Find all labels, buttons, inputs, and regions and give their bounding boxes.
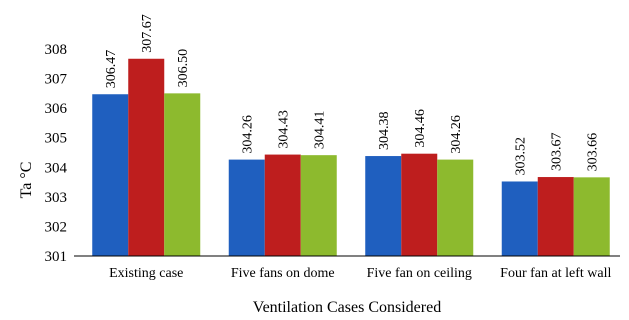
- bar: [365, 156, 402, 256]
- data-label: 307.67: [140, 14, 155, 53]
- bar: [501, 181, 538, 256]
- x-category-label: Five fan on ceiling: [367, 266, 472, 281]
- data-label: 304.46: [413, 109, 428, 148]
- y-tick-label: 304: [45, 160, 68, 176]
- y-tick-label: 301: [45, 249, 68, 265]
- y-tick-label: 307: [45, 72, 68, 88]
- data-label: 304.38: [377, 112, 392, 151]
- y-axis: 301 302 303 304 305 306 307 308: [45, 42, 68, 265]
- bar: [164, 93, 201, 256]
- y-tick-label: 306: [45, 101, 68, 117]
- data-label: 303.66: [586, 133, 601, 172]
- y-tick-label: 305: [45, 131, 68, 147]
- y-tick-label: 303: [45, 190, 68, 206]
- data-label: 304.43: [277, 110, 292, 149]
- bar: [300, 155, 337, 256]
- data-labels: 306.47 307.67 306.50 304.26 304.43 304.41 304.…: [104, 14, 601, 175]
- y-tick-label: 302: [45, 219, 68, 235]
- bars: [92, 58, 610, 256]
- bar: [401, 153, 438, 256]
- data-label: 304.26: [449, 115, 464, 154]
- x-category-label: Five fans on dome: [231, 266, 335, 281]
- x-axis-title: Ventilation Cases Considered: [253, 299, 441, 316]
- data-label: 306.47: [104, 50, 119, 89]
- bar: [92, 94, 129, 256]
- data-label: 304.26: [241, 115, 256, 154]
- x-category-label: Existing case: [109, 266, 183, 281]
- x-category-label: Four fan at left wall: [500, 266, 611, 281]
- data-label: 304.41: [313, 111, 328, 150]
- bar: [437, 159, 474, 256]
- data-label: 303.52: [514, 137, 529, 176]
- y-axis-title: Ta °C: [18, 162, 35, 199]
- bar: [537, 177, 574, 256]
- bar: [228, 159, 265, 256]
- bar: [264, 154, 301, 256]
- x-axis: Existing case Five fans on dome Five fan o…: [74, 255, 620, 281]
- bar: [573, 177, 610, 256]
- bar: [128, 58, 165, 256]
- y-tick-label: 308: [45, 42, 68, 58]
- data-label: 303.67: [550, 133, 565, 172]
- data-label: 306.50: [176, 49, 191, 88]
